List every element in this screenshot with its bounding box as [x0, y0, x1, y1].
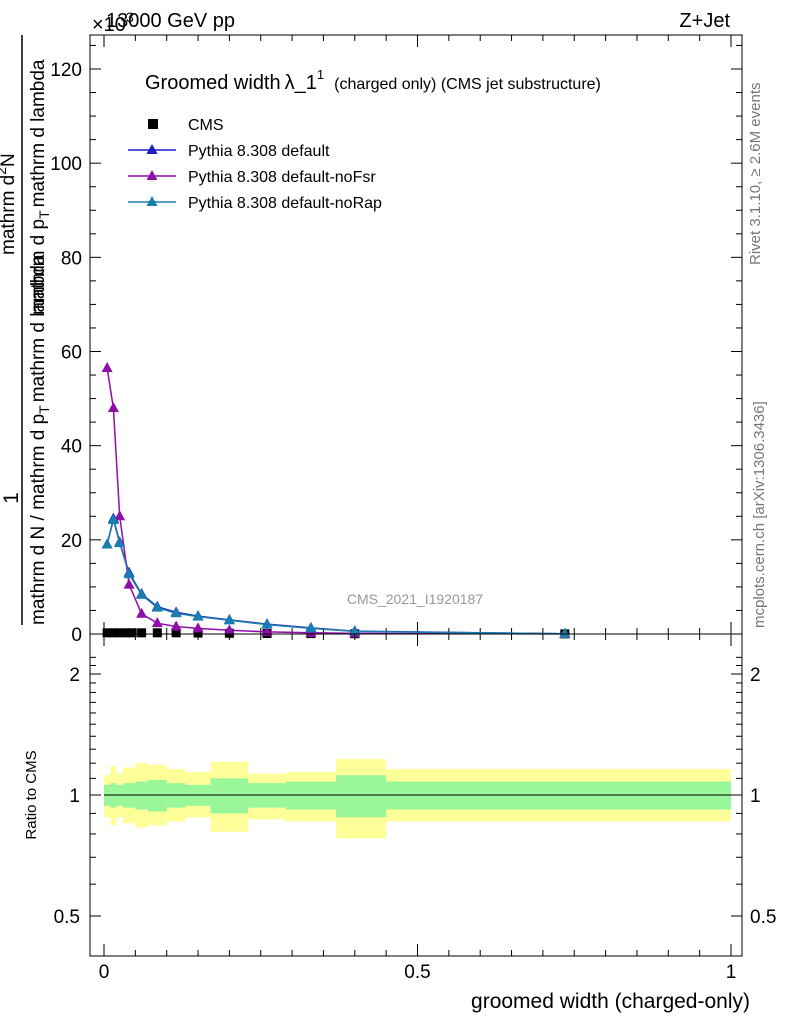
data-point — [559, 627, 571, 638]
main-data — [101, 361, 571, 639]
main-ylabel: 1 mathrm d N / mathrm d pTmathrm d lambd… — [0, 35, 52, 625]
data-point — [121, 628, 131, 638]
data-point — [349, 625, 361, 636]
ylabel-frac-numerator: mathrm d2N — [0, 153, 19, 255]
data-point — [123, 568, 135, 579]
data-point — [192, 622, 204, 633]
data-point — [136, 588, 148, 599]
legend-item: Pythia 8.308 default-noRap — [128, 195, 382, 212]
ratio-ylabel: Ratio to CMS — [23, 750, 40, 839]
legend-label: Pythia 8.308 default — [188, 143, 330, 160]
energy-label: 13000 GeV pp — [106, 10, 235, 32]
data-point — [137, 628, 147, 638]
data-point — [152, 628, 162, 638]
y-tick-label: 120 — [50, 60, 82, 81]
ratio-y-tick-label-right: 1 — [750, 786, 761, 807]
x-tick-label: 0 — [99, 962, 110, 983]
data-point — [115, 628, 125, 638]
data-point — [123, 578, 135, 589]
x-tick-label: 0.5 — [404, 962, 430, 983]
series-line — [106, 367, 565, 635]
data-point — [127, 628, 137, 638]
ratio-band-inner — [386, 781, 731, 810]
data-point — [107, 402, 119, 412]
y-tick-label: 100 — [50, 154, 82, 175]
data-point — [114, 510, 126, 521]
ylabel-one: 1 — [0, 492, 23, 504]
data-point — [108, 628, 118, 638]
legend-item: Pythia 8.308 default-noFsr — [128, 169, 376, 186]
rivet-label: Rivet 3.1.10, ≥ 2.6M events — [747, 83, 764, 266]
legend-marker — [148, 119, 158, 129]
y-tick-label: 40 — [61, 437, 82, 458]
y-tick-label: 0 — [71, 625, 82, 646]
data-point — [151, 617, 163, 628]
ratio-axes: 0.5 0.5 1 1 2 2 0 0.5 1 — [54, 634, 776, 983]
data-point — [170, 607, 182, 618]
analysis-watermark: CMS_2021_I1920187 — [347, 591, 483, 607]
main-axes: 0 20 40 60 80 100 120 — [50, 35, 742, 646]
legend-item: Pythia 8.308 default — [128, 143, 330, 160]
mcplots-label: mcplots.cern.ch [arXiv:1306.3436] — [751, 401, 768, 628]
legend-marker — [146, 170, 158, 180]
x-tick-label: 1 — [726, 962, 737, 983]
ratio-y-tick-label: 0.5 — [54, 907, 80, 928]
legend-label: Pythia 8.308 default-noFsr — [188, 169, 376, 186]
ylabel-denominator: mathrm d N / mathrm d pTmathrm d lambda — [28, 254, 52, 625]
legend-marker — [146, 144, 158, 154]
data-point — [261, 625, 273, 636]
legend: CMS Pythia 8.308 default Pythia 8.308 defa… — [128, 117, 382, 212]
ratio-band-inner — [335, 775, 387, 818]
exponent-label: ×103 — [92, 9, 134, 36]
ylabel-frac-denominator: mathrm d pTmathrm d lambda — [28, 59, 52, 315]
plot-title: Groomed width λ_11(charged only) (CMS jet… — [145, 67, 601, 94]
ratio-bands — [104, 758, 731, 839]
data-point — [193, 628, 203, 638]
data-point — [114, 537, 126, 548]
ratio-y-tick-label-right: 2 — [750, 665, 761, 686]
data-point — [261, 618, 273, 629]
data-point — [136, 607, 148, 618]
data-point — [151, 601, 163, 612]
series-pythia-8-308-default-norap — [101, 514, 571, 638]
data-point — [305, 622, 317, 633]
series-pythia-8-308-default — [101, 512, 571, 638]
ratio-band-inner — [210, 778, 249, 814]
data-point — [223, 614, 235, 625]
legend-label: Pythia 8.308 default-noRap — [188, 195, 382, 212]
legend-item: CMS — [148, 117, 224, 134]
ratio-band-inner — [147, 779, 167, 812]
data-point — [223, 624, 235, 635]
series-pythia-8-308-default-nofsr — [101, 361, 571, 638]
x-axis-label: groomed width (charged-only) — [471, 990, 750, 1013]
data-point — [170, 620, 182, 631]
y-tick-label: 60 — [61, 343, 82, 364]
ratio-y-tick-label: 1 — [69, 786, 80, 807]
ratio-band-inner — [285, 781, 336, 810]
data-point — [192, 610, 204, 621]
y-tick-label: 20 — [61, 531, 82, 552]
data-point — [101, 361, 113, 372]
y-tick-label: 80 — [61, 248, 82, 269]
ratio-y-tick-label: 2 — [69, 665, 80, 686]
ratio-band-inner — [135, 781, 148, 810]
data-point — [102, 628, 112, 638]
data-point — [171, 628, 181, 638]
data-point — [107, 514, 119, 525]
legend-marker — [146, 196, 158, 206]
legend-label: CMS — [188, 117, 224, 134]
data-point — [101, 538, 113, 549]
process-label: Z+Jet — [679, 10, 730, 32]
ratio-y-tick-label-right: 0.5 — [750, 907, 776, 928]
